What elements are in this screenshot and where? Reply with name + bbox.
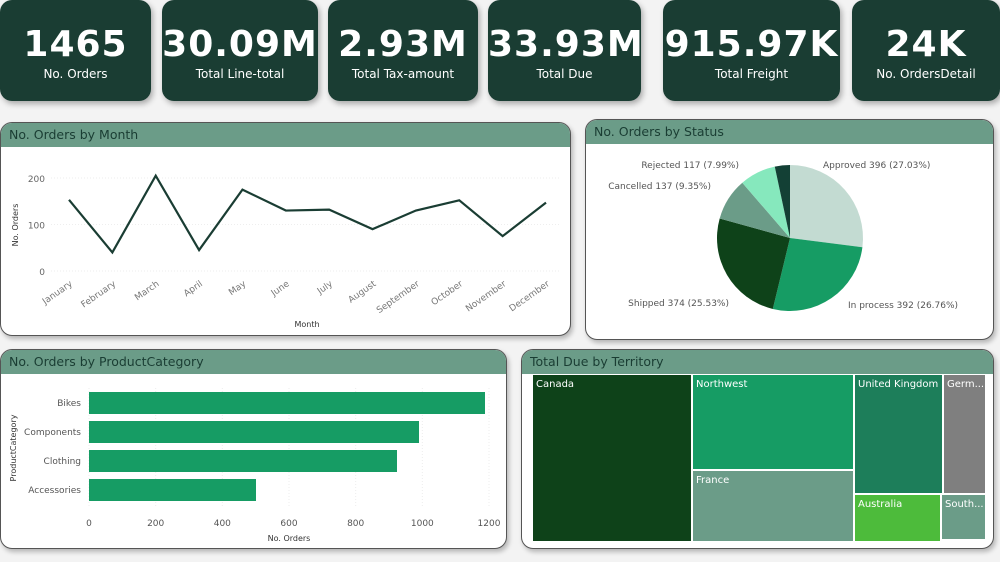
slice-label: Cancelled 137 (9.35%) xyxy=(608,182,711,192)
kpi-value: 24K xyxy=(885,24,967,65)
bar xyxy=(89,392,485,414)
x-tick-label: March xyxy=(133,279,161,303)
kpi-value: 30.09M xyxy=(162,24,318,65)
y-tick-label: Accessories xyxy=(28,486,81,496)
x-tick-label: 600 xyxy=(280,519,297,529)
kpi-value: 2.93M xyxy=(338,24,468,65)
bar xyxy=(89,479,256,501)
x-tick-label: October xyxy=(430,279,465,308)
bar xyxy=(89,450,397,472)
y-axis-title: No. Orders xyxy=(11,204,20,247)
line-chart: 0 100 200 January February March April May June J… xyxy=(11,173,561,329)
treemap-cell[interactable]: France xyxy=(692,470,854,542)
panel-title: No. Orders by Status xyxy=(586,120,993,144)
panel-title: No. Orders by ProductCategory xyxy=(1,350,506,374)
y-axis-title: ProductCategory xyxy=(9,414,18,481)
x-tick-label: January xyxy=(40,279,75,308)
x-tick-label: 1000 xyxy=(411,519,434,529)
kpi-label: Total Line-total xyxy=(195,67,285,81)
pie-slice xyxy=(790,165,863,248)
pie-slice xyxy=(717,218,790,309)
slice-label: Shipped 374 (25.53%) xyxy=(628,299,729,309)
panel-title: No. Orders by Month xyxy=(1,123,570,147)
orders-by-status-panel: No. Orders by Status Approved 396 (27.03… xyxy=(585,119,994,340)
y-tick-label: Components xyxy=(24,428,81,438)
kpi-value: 33.93M xyxy=(488,24,644,65)
pie-slice xyxy=(774,165,790,238)
kpi-label: No. OrdersDetail xyxy=(876,67,976,81)
y-tick-label: 200 xyxy=(28,175,45,185)
treemap-cell[interactable]: Northwest xyxy=(692,374,854,470)
pie-slice xyxy=(772,238,863,311)
kpi-label: Total Freight xyxy=(714,67,789,81)
x-tick-label: 800 xyxy=(347,519,364,529)
treemap-cell[interactable]: United Kingdom xyxy=(854,374,943,494)
treemap-cell[interactable]: South... xyxy=(941,494,986,540)
treemap-cell[interactable]: Australia xyxy=(854,494,941,542)
kpi-card: 1465 No. Orders xyxy=(0,0,151,101)
x-tick-label: 0 xyxy=(86,519,92,529)
slice-label: Approved 396 (27.03%) xyxy=(823,161,930,171)
orders-by-category-panel: No. Orders by ProductCategory 0 200 400 600… xyxy=(0,349,507,549)
x-tick-label: April xyxy=(182,279,205,299)
kpi-card: 2.93M Total Tax-amount xyxy=(328,0,478,101)
kpi-label: Total Tax-amount xyxy=(351,67,455,81)
kpi-label: No. Orders xyxy=(43,67,108,81)
x-tick-label: December xyxy=(508,279,552,314)
y-tick-label: Bikes xyxy=(57,399,81,409)
pie-slice xyxy=(742,166,790,238)
x-tick-label: May xyxy=(227,279,249,298)
x-tick-label: June xyxy=(269,279,292,299)
y-tick-label: 0 xyxy=(39,268,45,278)
x-tick-label: September xyxy=(375,279,422,316)
x-axis-title: Month xyxy=(294,320,319,329)
x-tick-label: November xyxy=(464,279,508,314)
kpi-card: 33.93M Total Due xyxy=(488,0,644,101)
bar-chart: 0 200 400 600 800 1000 1200 Bikes Components Clot… xyxy=(9,388,501,543)
x-tick-label: July xyxy=(315,279,335,297)
slice-label: Rejected 117 (7.99%) xyxy=(641,161,739,171)
slice-label: In process 392 (26.76%) xyxy=(848,301,958,311)
x-tick-label: February xyxy=(80,279,119,310)
total-due-territory-panel: Total Due by Territory Canada Northwest Fr… xyxy=(521,349,994,549)
orders-by-month-panel: No. Orders by Month 0 100 200 January Februa… xyxy=(0,122,571,336)
pie-slice xyxy=(719,182,790,238)
treemap-cell[interactable]: Canada xyxy=(532,374,692,542)
line-series xyxy=(68,173,547,255)
y-tick-label: 100 xyxy=(28,222,45,232)
kpi-value: 915.97K xyxy=(664,24,839,65)
kpi-card: 915.97K Total Freight xyxy=(663,0,840,101)
treemap-cell[interactable]: Germ... xyxy=(943,374,986,494)
kpi-label: Total Due xyxy=(536,67,593,81)
x-tick-label: 400 xyxy=(214,519,231,529)
x-axis-title: No. Orders xyxy=(268,534,311,543)
kpi-card: 24K No. OrdersDetail xyxy=(852,0,1000,101)
treemap: Canada Northwest France United Kingdom Germ.… xyxy=(522,374,993,548)
panel-title: Total Due by Territory xyxy=(522,350,993,374)
bar xyxy=(89,421,419,443)
x-tick-label: 200 xyxy=(147,519,164,529)
y-tick-label: Clothing xyxy=(44,457,81,467)
kpi-value: 1465 xyxy=(23,24,128,65)
pie-chart: Approved 396 (27.03%) In process 392 (26.… xyxy=(608,161,958,311)
x-tick-label: 1200 xyxy=(478,519,501,529)
x-tick-label: August xyxy=(347,279,379,306)
kpi-card: 30.09M Total Line-total xyxy=(162,0,318,101)
